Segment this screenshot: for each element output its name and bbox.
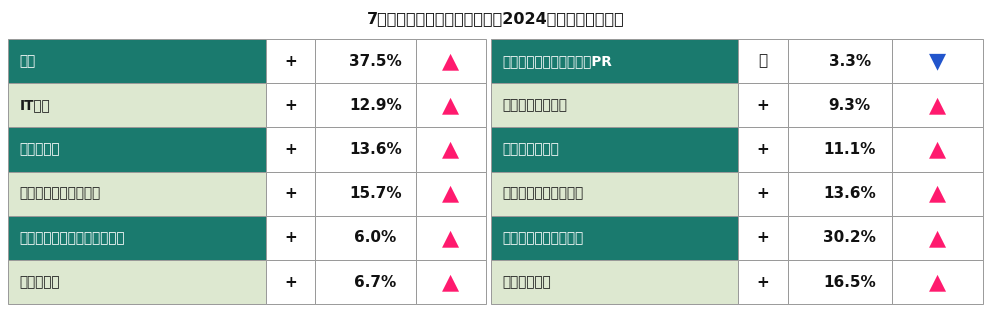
Text: 13.6%: 13.6%	[824, 186, 876, 201]
Bar	[491, 172, 738, 216]
Text: +: +	[757, 275, 769, 290]
Text: +: +	[757, 98, 769, 113]
Text: 企画／マーケティング／PR: 企画／マーケティング／PR	[502, 54, 612, 68]
Text: ▲: ▲	[929, 228, 946, 248]
Text: +: +	[284, 186, 296, 201]
Text: 電機・機械: 電機・機械	[20, 143, 60, 157]
Text: ▲: ▲	[442, 272, 460, 292]
Bar	[416, 216, 486, 260]
Bar	[491, 39, 738, 83]
Bar	[892, 83, 983, 127]
Text: IT関連: IT関連	[20, 98, 51, 112]
Text: 6.0%: 6.0%	[355, 230, 396, 246]
Text: ▲: ▲	[929, 95, 946, 115]
Text: 11.1%: 11.1%	[824, 142, 876, 157]
Bar	[788, 127, 892, 172]
Text: 15.7%: 15.7%	[349, 186, 402, 201]
Bar	[738, 172, 788, 216]
Text: その他の職種: その他の職種	[502, 275, 551, 289]
Text: +: +	[757, 186, 769, 201]
Bar	[315, 260, 416, 304]
Bar	[892, 39, 983, 83]
Text: +: +	[284, 98, 296, 113]
Text: +: +	[284, 275, 296, 290]
Text: 7月の「求職者数」動向比較（2024年、前年同月比）: 7月の「求職者数」動向比較（2024年、前年同月比）	[367, 11, 624, 26]
Bar	[8, 83, 266, 127]
Text: +: +	[284, 54, 296, 69]
Text: ▲: ▲	[929, 139, 946, 159]
Text: +: +	[284, 142, 296, 157]
Bar	[491, 83, 738, 127]
Text: 30.2%: 30.2%	[824, 230, 876, 246]
Text: アドミン系: アドミン系	[20, 275, 60, 289]
Text: 12.9%: 12.9%	[349, 98, 402, 113]
Bar	[315, 39, 416, 83]
Bar	[416, 39, 486, 83]
Text: ▲: ▲	[442, 184, 460, 204]
Bar	[892, 172, 983, 216]
Text: ▲: ▲	[929, 272, 946, 292]
Bar	[788, 83, 892, 127]
Bar	[315, 83, 416, 127]
Text: ▲: ▲	[442, 228, 460, 248]
Text: コンサルティング: コンサルティング	[502, 98, 568, 112]
Bar	[266, 172, 315, 216]
Text: ▲: ▲	[442, 51, 460, 71]
Bar	[315, 172, 416, 216]
Bar	[8, 39, 266, 83]
Text: +: +	[284, 230, 296, 246]
Text: 16.5%: 16.5%	[824, 275, 876, 290]
Bar	[266, 127, 315, 172]
Bar	[416, 260, 486, 304]
Text: 9.3%: 9.3%	[828, 98, 871, 113]
Text: ▲: ▲	[442, 95, 460, 115]
Bar	[738, 83, 788, 127]
Bar	[315, 127, 416, 172]
Text: 37.5%: 37.5%	[349, 54, 402, 69]
Bar	[491, 127, 738, 172]
Text: エグゼクティブ／経営: エグゼクティブ／経営	[20, 187, 101, 201]
Text: ▲: ▲	[929, 184, 946, 204]
Text: +: +	[757, 230, 769, 246]
Bar	[8, 260, 266, 304]
Bar	[266, 39, 315, 83]
Bar	[892, 216, 983, 260]
Bar	[788, 39, 892, 83]
Text: ▼: ▼	[929, 51, 946, 71]
Text: 営業: 営業	[20, 54, 36, 68]
Bar	[892, 127, 983, 172]
Bar	[416, 83, 486, 127]
Bar	[788, 172, 892, 216]
Text: サービス／リテール系: サービス／リテール系	[502, 231, 584, 245]
Bar	[788, 216, 892, 260]
Bar	[315, 216, 416, 260]
Bar	[738, 39, 788, 83]
Text: ▲: ▲	[442, 139, 460, 159]
Text: 教育／トレーニング／語学系: 教育／トレーニング／語学系	[20, 231, 126, 245]
Bar	[8, 216, 266, 260]
Text: 13.6%: 13.6%	[349, 142, 402, 157]
Bar	[738, 260, 788, 304]
Bar	[491, 216, 738, 260]
Bar	[266, 260, 315, 304]
Text: クリエイティブ: クリエイティブ	[502, 143, 559, 157]
Text: 3.3%: 3.3%	[828, 54, 871, 69]
Bar	[8, 127, 266, 172]
Bar	[266, 83, 315, 127]
Text: +: +	[757, 142, 769, 157]
Bar	[8, 172, 266, 216]
Bar	[738, 216, 788, 260]
Text: 6.7%: 6.7%	[355, 275, 396, 290]
Bar	[266, 216, 315, 260]
Bar	[416, 127, 486, 172]
Text: －: －	[758, 54, 768, 69]
Bar	[738, 127, 788, 172]
Bar	[491, 260, 738, 304]
Bar	[416, 172, 486, 216]
Bar	[892, 260, 983, 304]
Text: 金融／保険／不動産系: 金融／保険／不動産系	[502, 187, 584, 201]
Bar	[788, 260, 892, 304]
